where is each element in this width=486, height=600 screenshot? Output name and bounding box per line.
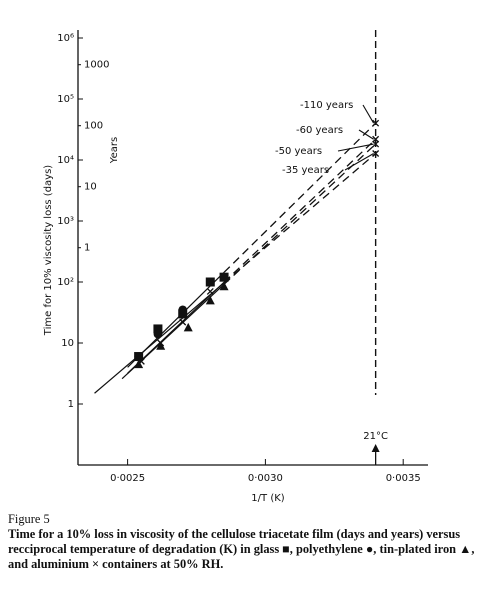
marker-cross xyxy=(179,318,187,326)
y-tick-label: 1 xyxy=(68,399,74,410)
y2-tick-label: 1 xyxy=(84,243,90,254)
y-axis-label: Time for 10% viscosity loss (days) xyxy=(43,165,54,337)
marker-square xyxy=(153,324,163,334)
end-mark xyxy=(372,119,380,127)
annotation: -50 years xyxy=(275,146,322,157)
x-axis-label: 1/T (K) xyxy=(251,493,284,504)
y2-axis-label: Years xyxy=(109,137,120,164)
trend-dashed xyxy=(223,122,377,273)
marker-cross xyxy=(157,339,165,347)
marker-circle xyxy=(153,329,163,339)
annotation-arrow xyxy=(337,143,374,152)
marker-circle xyxy=(205,277,215,287)
annotation: -35 years xyxy=(282,165,329,176)
reference-arrowhead xyxy=(371,444,380,452)
y2-tick-label: 10 xyxy=(84,182,97,193)
caption: Figure 5 Time for a 10% loss in viscosit… xyxy=(8,512,480,572)
y-tick-label: 10⁴ xyxy=(57,155,74,166)
y-tick-label: 10⁶ xyxy=(57,33,74,44)
chart: Time for 10% viscosity loss (days) Years… xyxy=(43,30,428,504)
y-tick-label: 10 xyxy=(61,338,74,349)
marker-square xyxy=(219,272,229,282)
end-mark xyxy=(372,150,380,157)
marker-triangle xyxy=(205,295,215,305)
x-tick-label: 0·0035 xyxy=(386,473,421,484)
y2-tick-label: 100 xyxy=(84,121,103,132)
marker-triangle xyxy=(183,322,193,332)
annotation-arrow xyxy=(362,104,375,124)
x-tick-label: 0·0025 xyxy=(110,473,145,484)
annotation: -60 years xyxy=(296,125,343,136)
marker-circle xyxy=(178,305,188,315)
caption-label: Figure 5 xyxy=(8,512,50,526)
marker-triangle xyxy=(156,341,166,350)
marker-cross xyxy=(137,357,145,365)
reference-label: 21°C xyxy=(363,431,388,442)
marker-circle xyxy=(134,352,143,361)
y-tick-label: 10⁵ xyxy=(57,94,74,105)
end-mark xyxy=(372,140,380,148)
annotation-arrow xyxy=(358,129,374,140)
y-tick-label: 10² xyxy=(57,277,74,288)
marker-triangle xyxy=(219,281,229,291)
trend-dashed xyxy=(223,138,377,283)
annotation-arrow xyxy=(344,153,374,171)
x-tick-label: 0·0030 xyxy=(248,473,283,484)
trend-dashed xyxy=(223,153,377,284)
y2-tick-label: 1000 xyxy=(84,60,109,71)
caption-text: Time for a 10% loss in viscosity of the … xyxy=(8,527,475,571)
y-tick-label: 10³ xyxy=(57,216,74,227)
annotation: -110 years xyxy=(300,100,353,111)
marker-cross xyxy=(206,287,214,295)
